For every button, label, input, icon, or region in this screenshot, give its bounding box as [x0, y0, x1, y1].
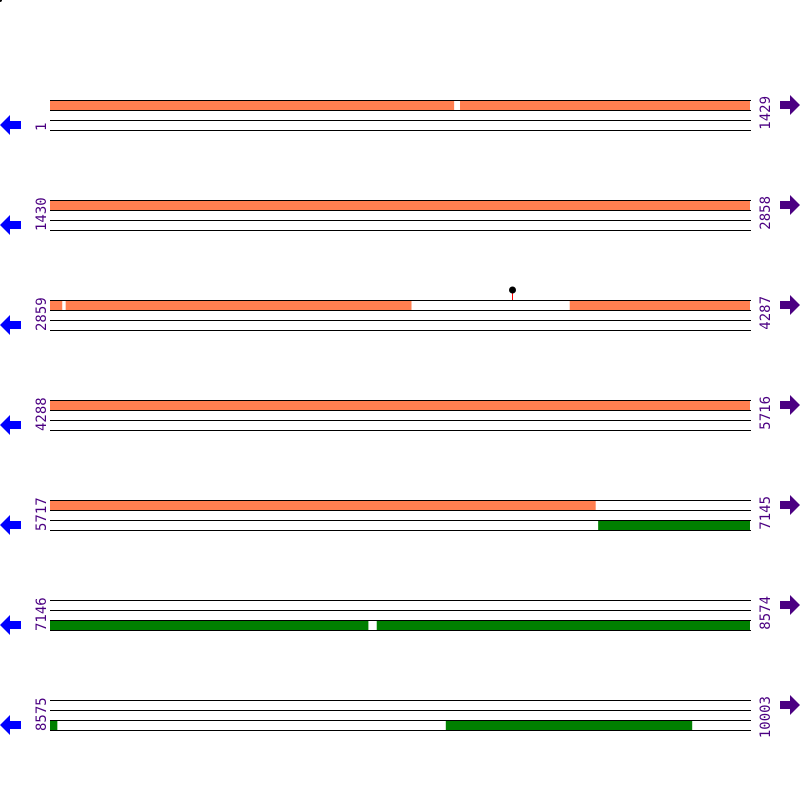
row-end-position: 5716: [758, 396, 774, 430]
arrow-left-icon[interactable]: [0, 415, 21, 435]
row-start-position: 1430: [34, 197, 50, 231]
row-start-position: 5717: [34, 497, 50, 531]
sequence-row: 7146 8574: [0, 595, 800, 635]
top-strand-feature[interactable]: [50, 300, 63, 310]
arrow-left-icon[interactable]: [0, 515, 21, 535]
row-end-position: 1429: [758, 96, 774, 130]
top-strand-feature[interactable]: [460, 100, 750, 110]
row-end-position: 4287: [758, 296, 774, 330]
row-start-position: 4288: [34, 397, 50, 431]
sequence-row: 8575 10003: [0, 695, 800, 738]
arrow-right-icon[interactable]: [780, 495, 800, 515]
arrow-left-icon[interactable]: [0, 615, 21, 635]
row-start-position: 1: [34, 123, 50, 131]
arrow-right-icon[interactable]: [780, 95, 800, 115]
sequence-row: 5717 7145: [0, 495, 800, 535]
top-strand-feature[interactable]: [65, 300, 412, 310]
bottom-strand-feature[interactable]: [376, 620, 750, 630]
top-strand-feature[interactable]: [50, 100, 455, 110]
corner-dot: [0, 0, 2, 2]
bottom-strand-feature[interactable]: [50, 620, 369, 630]
sequence-row: 2859 4287: [0, 286, 800, 335]
sequence-row: 1 1429: [0, 95, 800, 135]
sequence-row: 1430 2858: [0, 195, 800, 235]
arrow-left-icon[interactable]: [0, 115, 21, 135]
marker-head: [509, 286, 516, 294]
arrow-right-icon[interactable]: [780, 395, 800, 415]
bottom-strand-feature[interactable]: [50, 720, 58, 730]
row-end-position: 7145: [758, 496, 774, 530]
bottom-strand-feature[interactable]: [598, 520, 750, 530]
top-strand-feature[interactable]: [50, 200, 750, 210]
bottom-strand-feature[interactable]: [445, 720, 693, 730]
top-strand-feature[interactable]: [50, 500, 596, 510]
sequence-row: 4288 5716: [0, 395, 800, 435]
row-start-position: 2859: [34, 297, 50, 331]
arrow-left-icon[interactable]: [0, 315, 21, 335]
row-end-position: 8574: [758, 596, 774, 630]
top-strand-feature[interactable]: [50, 400, 750, 410]
row-start-position: 7146: [34, 597, 50, 631]
arrow-left-icon[interactable]: [0, 215, 21, 235]
arrow-right-icon[interactable]: [780, 695, 800, 715]
arrow-right-icon[interactable]: [780, 595, 800, 615]
site-marker[interactable]: [509, 286, 516, 301]
row-end-position: 10003: [758, 696, 774, 738]
arrow-right-icon[interactable]: [780, 195, 800, 215]
row-start-position: 8575: [34, 697, 50, 731]
top-strand-feature[interactable]: [569, 300, 750, 310]
row-end-position: 2858: [758, 196, 774, 230]
arrow-left-icon[interactable]: [0, 715, 21, 735]
arrow-right-icon[interactable]: [780, 295, 800, 315]
